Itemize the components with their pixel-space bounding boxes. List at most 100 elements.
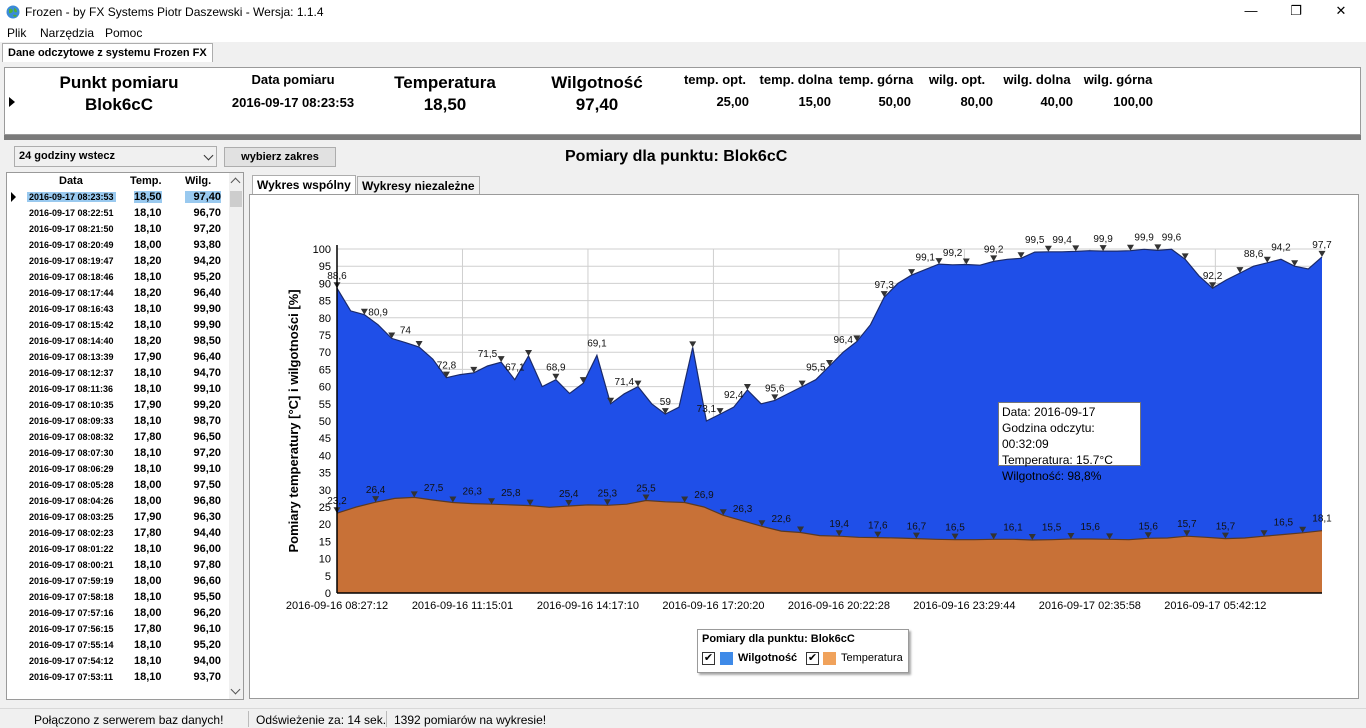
data-label: 15,6 bbox=[1138, 521, 1158, 532]
table-row[interactable]: 2016-09-17 08:11:36 18,10 99,10 bbox=[7, 381, 231, 397]
cell-hum: 95,20 bbox=[193, 639, 221, 651]
choose-range-button[interactable]: wybierz zakres bbox=[224, 147, 336, 167]
data-label: 71,5 bbox=[478, 349, 498, 360]
data-point-marker bbox=[1106, 533, 1114, 540]
data-label: 99,5 bbox=[1025, 235, 1045, 246]
data-point-marker bbox=[1067, 532, 1075, 539]
legend-temperature-checkbox[interactable]: ✔ bbox=[806, 652, 819, 665]
y-tick-label: 0 bbox=[325, 588, 331, 600]
cell-hum: 99,20 bbox=[193, 399, 221, 411]
table-row[interactable]: 2016-09-17 08:17:44 18,20 96,40 bbox=[7, 285, 231, 301]
table-row[interactable]: 2016-09-17 08:01:22 18,10 96,00 bbox=[7, 541, 231, 557]
y-tick-label: 90 bbox=[319, 278, 331, 290]
scroll-up-icon[interactable] bbox=[230, 177, 241, 188]
chart-legend: Pomiary dla punktu: Blok6cC ✔ Wilgotność… bbox=[697, 629, 909, 673]
table-row[interactable]: 2016-09-17 07:54:12 18,10 94,00 bbox=[7, 653, 231, 669]
cell-temp: 18,00 bbox=[134, 239, 162, 251]
x-tick-label: 2016-09-16 23:29:44 bbox=[913, 600, 1015, 612]
y-tick-label: 15 bbox=[319, 536, 331, 548]
table-row[interactable]: 2016-09-17 07:56:15 17,80 96,10 bbox=[7, 621, 231, 637]
table-row[interactable]: 2016-09-17 08:15:42 18,10 99,90 bbox=[7, 317, 231, 333]
range-select[interactable]: 24 godziny wstecz bbox=[14, 146, 217, 167]
table-row[interactable]: 2016-09-17 08:18:46 18,10 95,20 bbox=[7, 269, 231, 285]
table-row[interactable]: 2016-09-17 08:02:23 17,80 94,40 bbox=[7, 525, 231, 541]
data-point-marker bbox=[990, 255, 998, 262]
menu-plik[interactable]: Plik bbox=[7, 26, 27, 40]
table-row[interactable]: 2016-09-17 08:05:28 18,00 97,50 bbox=[7, 477, 231, 493]
col-header-date[interactable]: Data bbox=[59, 175, 83, 187]
table-row[interactable]: 2016-09-17 08:07:30 18,10 97,20 bbox=[7, 445, 231, 461]
data-label: 92,2 bbox=[1203, 271, 1223, 282]
tab-dane-odczytowe[interactable]: Dane odczytowe z systemu Frozen FX bbox=[2, 43, 213, 62]
tab-wykresy-niezalezne[interactable]: Wykresy niezależne bbox=[357, 176, 480, 196]
legend-temperature-label: Temperatura bbox=[841, 652, 903, 664]
data-label: 99,2 bbox=[943, 248, 963, 259]
table-row[interactable]: 2016-09-17 08:21:50 18,10 97,20 bbox=[7, 221, 231, 237]
data-label: 95,5 bbox=[806, 363, 826, 374]
cell-hum: 96,40 bbox=[193, 287, 221, 299]
table-row[interactable]: 2016-09-17 08:14:40 18,20 98,50 bbox=[7, 333, 231, 349]
close-button[interactable]: ✕ bbox=[1335, 3, 1347, 18]
data-point-marker bbox=[388, 332, 396, 339]
legend-humidity-checkbox[interactable]: ✔ bbox=[702, 652, 715, 665]
table-row[interactable]: 2016-09-17 08:12:37 18,10 94,70 bbox=[7, 365, 231, 381]
menu-narzedzia[interactable]: Narzędzia bbox=[40, 26, 95, 40]
cell-date: 2016-09-17 08:08:32 bbox=[29, 432, 114, 442]
header-humidity: Wilgotność bbox=[551, 73, 643, 92]
table-row[interactable]: 2016-09-17 07:55:14 18,10 95,20 bbox=[7, 637, 231, 653]
col-header-temp[interactable]: Temp. bbox=[130, 175, 162, 187]
table-scrollbar[interactable] bbox=[229, 173, 243, 699]
y-tick-label: 70 bbox=[319, 347, 331, 359]
table-row[interactable]: 2016-09-17 08:10:35 17,90 99,20 bbox=[7, 397, 231, 413]
data-point-marker bbox=[681, 496, 689, 503]
data-point-marker bbox=[1291, 260, 1299, 267]
x-tick-label: 2016-09-16 17:20:20 bbox=[662, 600, 764, 612]
table-row[interactable]: 2016-09-17 07:59:19 18,00 96,60 bbox=[7, 573, 231, 589]
data-label: 26,3 bbox=[733, 504, 753, 515]
table-row[interactable]: 2016-09-17 08:22:51 18,10 96,70 bbox=[7, 205, 231, 221]
data-point-marker bbox=[579, 377, 587, 384]
table-row[interactable]: 2016-09-17 08:08:32 17,80 96,50 bbox=[7, 429, 231, 445]
scroll-down-icon[interactable] bbox=[230, 684, 241, 695]
cell-temp: 18,00 bbox=[134, 607, 162, 619]
status-refresh: Odświeżenie za: 14 sek. bbox=[256, 713, 387, 727]
panel-splitter[interactable] bbox=[4, 135, 1361, 140]
table-row[interactable]: 2016-09-17 08:16:43 18,10 99,90 bbox=[7, 301, 231, 317]
data-point-marker bbox=[1028, 534, 1036, 541]
col-header-hum[interactable]: Wilg. bbox=[185, 175, 212, 187]
chevron-down-icon bbox=[203, 150, 214, 161]
table-row[interactable]: 2016-09-17 07:58:18 18,10 95,50 bbox=[7, 589, 231, 605]
cell-date: 2016-09-17 08:16:43 bbox=[29, 304, 114, 314]
table-row[interactable]: 2016-09-17 08:23:53 18,50 97,40 bbox=[7, 189, 231, 205]
data-point-marker bbox=[1236, 267, 1244, 274]
table-row[interactable]: 2016-09-17 08:19:47 18,20 94,20 bbox=[7, 253, 231, 269]
table-row[interactable]: 2016-09-17 08:00:21 18,10 97,80 bbox=[7, 557, 231, 573]
data-point-marker bbox=[798, 380, 806, 387]
data-label: 26,3 bbox=[462, 487, 482, 498]
cell-temp: 18,00 bbox=[134, 575, 162, 587]
menu-pomoc[interactable]: Pomoc bbox=[105, 26, 143, 40]
data-label: 25,4 bbox=[559, 489, 579, 500]
table-row[interactable]: 2016-09-17 08:03:25 17,90 96,30 bbox=[7, 509, 231, 525]
table-row[interactable]: 2016-09-17 08:13:39 17,90 96,40 bbox=[7, 349, 231, 365]
x-tick-label: 2016-09-17 05:42:12 bbox=[1164, 600, 1266, 612]
table-row[interactable]: 2016-09-17 08:09:33 18,10 98,70 bbox=[7, 413, 231, 429]
table-row[interactable]: 2016-09-17 08:20:49 18,00 93,80 bbox=[7, 237, 231, 253]
restore-button[interactable]: ❐ bbox=[1290, 3, 1302, 18]
data-point-marker bbox=[552, 373, 560, 380]
cell-hum: 97,20 bbox=[193, 447, 221, 459]
cell-temp: 18,10 bbox=[134, 415, 162, 427]
table-header: Data Temp. Wilg. bbox=[7, 173, 231, 189]
cell-date: 2016-09-17 08:15:42 bbox=[29, 320, 114, 330]
header-point: Punkt pomiaru bbox=[59, 73, 179, 92]
tab-wykres-wspolny[interactable]: Wykres wspólny bbox=[252, 175, 356, 195]
data-point-marker bbox=[497, 356, 505, 363]
cell-temp: 18,10 bbox=[134, 655, 162, 667]
table-row[interactable]: 2016-09-17 07:57:16 18,00 96,20 bbox=[7, 605, 231, 621]
minimize-button[interactable]: — bbox=[1244, 3, 1258, 18]
table-row[interactable]: 2016-09-17 08:06:29 18,10 99,10 bbox=[7, 461, 231, 477]
table-row[interactable]: 2016-09-17 07:53:11 18,10 93,70 bbox=[7, 669, 231, 685]
scroll-thumb[interactable] bbox=[230, 191, 242, 207]
cell-hum: 96,00 bbox=[193, 543, 221, 555]
table-row[interactable]: 2016-09-17 08:04:26 18,00 96,80 bbox=[7, 493, 231, 509]
